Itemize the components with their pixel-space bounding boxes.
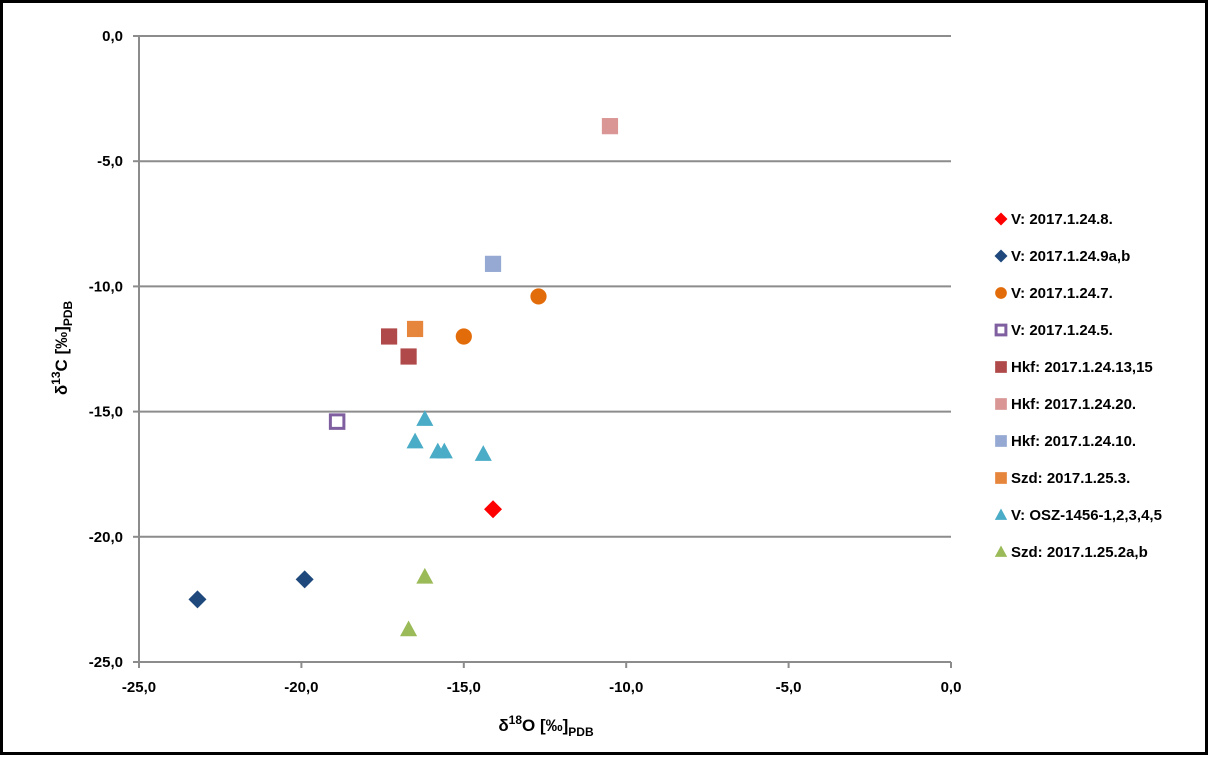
y-axis-title: δ13C [‰]PDB	[49, 301, 75, 396]
axes-layer	[138, 36, 951, 663]
y-axis-title-sub: PDB	[61, 301, 75, 327]
y-axis-title-main: C [‰]	[52, 326, 71, 371]
x-axis-title-symbol: δ	[498, 716, 508, 735]
legend-label: V: 2017.1.24.8.	[1011, 211, 1113, 228]
y-tick-label: -10,0	[89, 278, 123, 295]
data-point-s2-p0	[455, 328, 472, 345]
data-point-s8-p4	[474, 445, 492, 461]
x-axis-title-sup: 18	[509, 713, 523, 727]
x-axis-title-sub: PDB	[568, 725, 594, 739]
legend-marker-3	[994, 323, 1008, 337]
data-point-s9-p1	[400, 620, 418, 637]
legend-marker-7	[995, 472, 1007, 484]
data-point-s9-p0	[416, 567, 434, 584]
y-tick-label: -15,0	[89, 404, 123, 421]
data-point-s4-p0	[380, 328, 398, 345]
legend: V: 2017.1.24.8. V: 2017.1.24.9a,b V: 2017.…	[994, 211, 1162, 561]
legend-marker-6	[995, 435, 1007, 447]
data-point-s6-p0	[484, 255, 502, 272]
legend-marker-2	[995, 287, 1007, 299]
data-point-s7-p0	[406, 320, 424, 338]
y-tick-label: -5,0	[97, 153, 123, 170]
x-tick-label: -5,0	[776, 679, 802, 696]
data-point-s0-p0	[484, 500, 503, 519]
legend-label: Szd: 2017.1.25.3.	[1011, 470, 1130, 487]
legend-label: Hkf: 2017.1.24.20.	[1011, 396, 1136, 413]
data-point-s3-p0	[328, 413, 346, 430]
data-point-s1-p1	[295, 570, 314, 589]
data-point-s5-p0	[601, 118, 619, 135]
points-layer	[188, 118, 619, 637]
legend-marker-0	[994, 212, 1008, 226]
legend-marker-4	[995, 361, 1007, 373]
x-tick-label: -15,0	[447, 679, 481, 696]
y-axis-title-symbol: δ	[52, 385, 71, 395]
x-axis-title: δ18O [‰]PDB	[498, 713, 594, 739]
legend-label: V: 2017.1.24.7.	[1011, 285, 1113, 302]
legend-marker-5	[995, 398, 1007, 410]
ticks-layer: 0,0 -5,0 -10,0 -15,0 -20,0 -25,0 -25,0 -20,0 -15…	[89, 28, 962, 696]
legend-label: Hkf: 2017.1.24.13,15	[1011, 359, 1153, 376]
y-tick-label: -25,0	[89, 654, 123, 671]
x-axis-title-main: O [‰]	[522, 716, 568, 735]
legend-label: V: 2017.1.24.9a,b	[1011, 248, 1130, 265]
x-tick-label: -20,0	[284, 679, 318, 696]
x-tick-label: -10,0	[609, 679, 643, 696]
data-point-s1-p0	[188, 590, 207, 609]
x-tick-label: 0,0	[941, 679, 962, 696]
x-tick-label: -25,0	[122, 679, 156, 696]
grid-layer	[139, 35, 951, 538]
legend-marker-1	[994, 249, 1008, 263]
data-point-s8-p3	[435, 442, 453, 459]
y-tick-label: 0,0	[102, 28, 123, 45]
legend-marker-9	[994, 545, 1008, 557]
legend-label: Hkf: 2017.1.24.10.	[1011, 433, 1136, 450]
scatter-chart: 0,0 -5,0 -10,0 -15,0 -20,0 -25,0 -25,0 -20,0 -15…	[49, 28, 1162, 739]
legend-label: V: OSZ-1456-1,2,3,4,5	[1011, 507, 1162, 524]
data-point-s4-p1	[400, 348, 417, 365]
legend-label: Szd: 2017.1.25.2a,b	[1011, 544, 1148, 561]
data-point-s2-p1	[530, 288, 547, 305]
legend-label: V: 2017.1.24.5.	[1011, 322, 1113, 339]
y-axis-title-sup: 13	[49, 371, 63, 385]
y-tick-label: -20,0	[89, 529, 123, 546]
legend-marker-8	[994, 508, 1008, 520]
data-point-s8-p0	[416, 410, 434, 426]
data-point-s8-p1	[406, 432, 424, 449]
